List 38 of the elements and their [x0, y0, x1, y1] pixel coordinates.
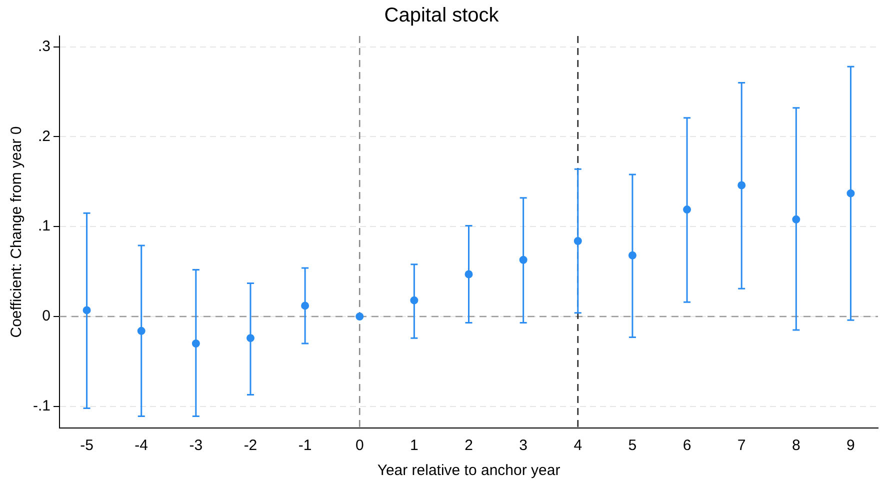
x-tick-label: -5 [80, 437, 94, 454]
chart-title: Capital stock [384, 4, 500, 27]
y-tick-label: 0 [42, 308, 51, 325]
point [82, 306, 91, 314]
x-tick-label: -4 [134, 437, 148, 454]
point [464, 270, 473, 278]
point [246, 334, 254, 342]
x-tick-label: -2 [244, 437, 258, 454]
x-tick-label: 5 [628, 437, 637, 454]
point [301, 302, 310, 310]
point [574, 236, 582, 245]
y-tick-label: .3 [38, 38, 51, 55]
x-tick-label: 4 [574, 437, 582, 454]
point [792, 215, 800, 224]
x-tick-label: 6 [682, 437, 692, 454]
y-tick-label: .2 [38, 128, 51, 145]
x-tick-label: -3 [189, 437, 203, 454]
y-tick-label: -.1 [32, 398, 51, 415]
point [683, 206, 692, 214]
point [410, 296, 418, 304]
x-tick-label: -1 [298, 437, 312, 454]
x-tick-label: 1 [410, 437, 418, 454]
point [628, 251, 636, 260]
point [738, 181, 746, 190]
y-tick-label: .1 [38, 218, 51, 235]
point [137, 326, 146, 335]
x-tick-label: 3 [519, 437, 528, 454]
x-axis-title: Year relative to anchor year [377, 462, 560, 480]
x-tick-label: 0 [355, 437, 364, 454]
point [192, 339, 200, 348]
x-tick-label: 2 [464, 437, 473, 454]
x-tick-label: 8 [792, 437, 800, 454]
y-axis-title: Coefficient: Change from year 0 [8, 126, 26, 338]
x-tick-label: 7 [737, 437, 746, 454]
x-tick-label: 9 [846, 437, 855, 454]
point [356, 312, 364, 321]
point [519, 256, 528, 264]
point [846, 189, 855, 198]
